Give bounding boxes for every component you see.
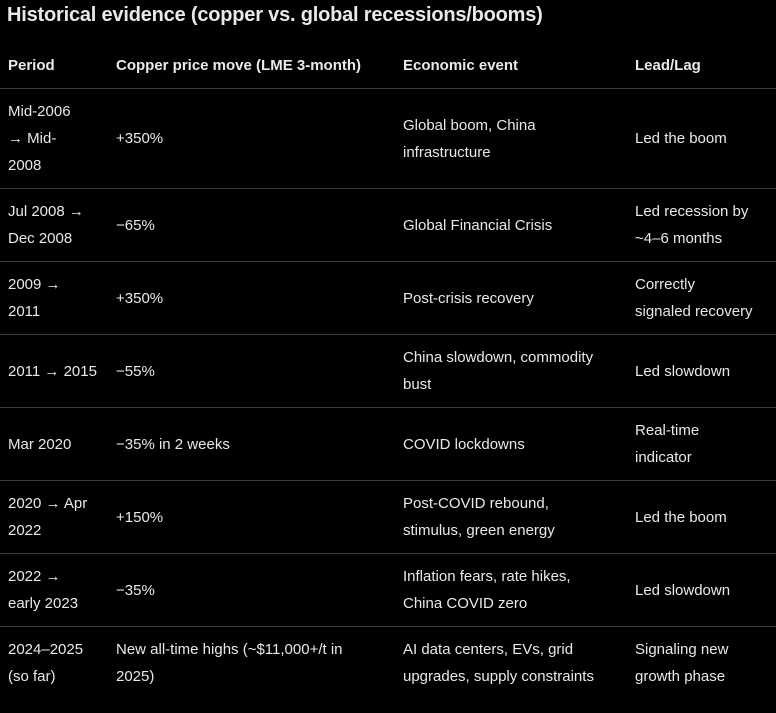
header-copper-move: Copper price move (LME 3-month) (108, 42, 395, 89)
period-cell: 2024–2025 (so far) (8, 641, 84, 685)
period-cell: 2011 → 2015 (0, 334, 108, 408)
period-cell: Jul 2008 → Dec 2008 (0, 188, 108, 262)
copper-move-cell: +150% (108, 480, 395, 554)
header-economic-event: Economic event (395, 42, 627, 89)
period-cell: 2020 → Apr 2022 (0, 480, 108, 554)
table-row: 2024–2025 (so far) New all-time highs (~$… (0, 627, 776, 700)
economic-event-cell: AI data centers, EVs, grid upgrades, sup… (403, 641, 594, 685)
copper-move-cell: New all-time highs (~$11,000+/t in 2025) (116, 641, 343, 685)
table-row: 2009 → 2011 +350% Post-crisis recovery Corr… (0, 261, 776, 335)
section-title: Historical evidence (copper vs. global r… (7, 4, 543, 26)
economic-event-cell: Global Financial Crisis (395, 188, 627, 262)
lead-lag-cell: Led slowdown (627, 553, 776, 627)
copper-move-cell: −35% (108, 553, 395, 627)
period-cell: Mar 2020 (0, 407, 108, 481)
table-row: Mid-2006 → Mid- 2008 +350% Global boom, Ch… (0, 88, 776, 189)
table-row: 2022 → early 2023 −35% Inflation fears, ra… (0, 553, 776, 627)
lead-lag-cell: Led recession by ~4–6 months (627, 188, 776, 262)
period-cell: 2022 → early 2023 (0, 553, 108, 627)
copper-history-table: Period Copper price move (LME 3-month) E… (0, 42, 776, 699)
economic-event-cell: China slowdown, commodity bust (395, 334, 627, 408)
table-row: 2011 → 2015 −55% China slowdown, commodity… (0, 334, 776, 408)
copper-move-cell: −65% (108, 188, 395, 262)
table-header-row: Period Copper price move (LME 3-month) E… (0, 42, 776, 89)
economic-event-cell: Post-crisis recovery (395, 261, 627, 335)
economic-event-cell: Inflation fears, rate hikes, China COVID… (395, 553, 627, 627)
copper-move-cell: −35% in 2 weeks (108, 407, 395, 481)
table-row: Jul 2008 → Dec 2008 −65% Global Financial … (0, 188, 776, 262)
lead-lag-cell: Led the boom (627, 480, 776, 554)
copper-move-cell: +350% (108, 261, 395, 335)
header-period: Period (0, 42, 108, 89)
lead-lag-cell: Led the boom (627, 88, 776, 189)
copper-move-cell: −55% (108, 334, 395, 408)
lead-lag-cell: Real-time indicator (627, 407, 776, 481)
period-cell: Mid-2006 → Mid- 2008 (0, 88, 108, 189)
header-lead-lag: Lead/Lag (627, 42, 776, 89)
lead-lag-cell: Led slowdown (627, 334, 776, 408)
table-row: 2020 → Apr 2022 +150% Post-COVID rebound, … (0, 480, 776, 554)
table-row: Mar 2020 −35% in 2 weeks COVID lockdowns Re… (0, 407, 776, 481)
economic-event-cell: Post-COVID rebound, stimulus, green ener… (395, 480, 627, 554)
lead-lag-cell: Correctly signaled recovery (627, 261, 776, 335)
economic-event-cell: Global boom, China infrastructure (395, 88, 627, 189)
economic-event-cell: COVID lockdowns (395, 407, 627, 481)
period-cell: 2009 → 2011 (0, 261, 108, 335)
copper-move-cell: +350% (108, 88, 395, 189)
lead-lag-cell: Signaling new growth phase (635, 641, 729, 685)
